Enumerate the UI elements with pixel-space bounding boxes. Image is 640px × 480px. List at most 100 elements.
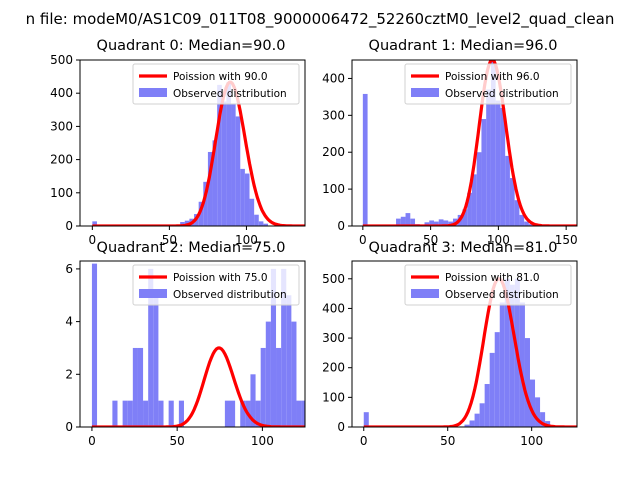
- histogram-bar: [471, 174, 477, 226]
- y-tick-label: 200: [322, 145, 345, 159]
- histogram-bar: [505, 155, 510, 226]
- histogram-bar: [296, 400, 302, 427]
- histogram-bar: [462, 209, 468, 226]
- histogram-bar: [231, 103, 236, 226]
- histogram-bar: [122, 400, 128, 427]
- histogram-bar: [276, 347, 282, 427]
- y-tick-label: 0: [337, 420, 345, 434]
- y-tick-label: 0: [337, 219, 345, 233]
- histogram-bar: [469, 420, 475, 427]
- histogram-bar: [180, 222, 185, 226]
- legend-label: Poission with 96.0: [445, 71, 540, 83]
- histogram-bar: [489, 352, 495, 427]
- panel-quadrant-0: Quadrant 0: Median=90.0 0 50 100 0 100 200 300…: [50, 38, 306, 247]
- x-tick-label: 100: [520, 434, 543, 448]
- axes-frame: [351, 59, 578, 227]
- plot-area: [362, 60, 577, 226]
- axes-frame: [351, 260, 578, 428]
- y-tick-label: 100: [322, 182, 345, 196]
- histogram-bar: [112, 400, 118, 427]
- histogram-bar: [494, 332, 500, 427]
- histogram-bar: [143, 400, 149, 427]
- y-tick-label: 4: [65, 315, 73, 329]
- legend-label: Observed distribution: [173, 289, 287, 301]
- histogram-bar: [524, 221, 529, 226]
- legend-box: [404, 63, 572, 105]
- legend: Poission with 90.0 Observed distribution: [132, 63, 300, 105]
- histogram-bar: [535, 397, 541, 427]
- y-tick-label: 500: [322, 272, 345, 286]
- y-tick-label: 200: [50, 153, 73, 167]
- histogram-bar: [254, 214, 259, 226]
- x-tick-label: 100: [487, 233, 510, 247]
- axes-frame: [79, 59, 306, 227]
- histogram-bar: [519, 214, 525, 226]
- legend-patch-swatch: [139, 289, 167, 298]
- histogram-bar: [217, 84, 222, 226]
- histogram-bar: [509, 284, 515, 427]
- x-tick-label: 100: [235, 233, 258, 247]
- histogram-bar: [255, 400, 261, 427]
- poisson-curve: [363, 277, 577, 427]
- histogram-bar: [203, 181, 208, 226]
- histogram-bar: [410, 218, 416, 226]
- y-tick-label: 0: [65, 219, 73, 233]
- x-tick-label: 50: [170, 434, 185, 448]
- histogram-bar: [148, 268, 154, 427]
- y-tick-label: 200: [322, 361, 345, 375]
- histogram-bar: [212, 140, 218, 226]
- panel-quadrant-3: Quadrant 3: Median=81.0 0 50 100 0 100 200 300…: [322, 240, 578, 448]
- histogram-bar: [291, 321, 297, 427]
- legend-box: [132, 63, 300, 105]
- legend-label: Observed distribution: [445, 88, 559, 100]
- histogram-bar: [429, 220, 435, 226]
- panel-title: Quadrant 1: Median=96.0: [369, 38, 558, 54]
- histogram-bar: [178, 400, 184, 427]
- y-tick-label: 6: [65, 262, 73, 276]
- legend-label: Poission with 90.0: [173, 71, 268, 83]
- histogram-bar: [486, 89, 491, 226]
- histogram-bar: [514, 200, 520, 226]
- histogram-bar: [495, 100, 501, 226]
- x-tick-label: 0: [88, 434, 96, 448]
- histogram-bar: [443, 220, 449, 226]
- histogram-bar: [270, 268, 277, 427]
- poisson-curve: [92, 80, 305, 226]
- histogram-bar: [92, 221, 97, 226]
- y-tick-label: 300: [322, 331, 345, 345]
- plot-area: [91, 263, 332, 427]
- panel-quadrant-2: Quadrant 2: Median=75.0 0 50 100 0 2 4 6 Poissi…: [65, 240, 332, 448]
- histogram-bar: [244, 173, 250, 226]
- x-tick-label: 150: [555, 233, 578, 247]
- y-tick-label: 400: [322, 71, 345, 85]
- histogram-bar: [327, 401, 332, 427]
- legend-patch-swatch: [139, 88, 167, 97]
- histogram-bar: [400, 216, 406, 226]
- histogram-bar: [504, 278, 510, 427]
- x-tick-label: 0: [89, 233, 97, 247]
- histogram-bar: [524, 338, 530, 427]
- legend: Poission with 81.0 Observed distribution: [404, 264, 572, 306]
- histogram-bar: [153, 295, 159, 427]
- y-tick-label: 100: [50, 186, 73, 200]
- y-tick-label: 0: [65, 420, 73, 434]
- legend-patch-swatch: [411, 88, 439, 97]
- legend-label: Poission with 81.0: [445, 272, 540, 284]
- histogram-bar: [479, 403, 485, 427]
- histogram-bar: [363, 412, 369, 427]
- histogram-bar: [127, 400, 133, 427]
- histogram-bar: [474, 413, 480, 427]
- histogram-bar: [224, 400, 230, 427]
- histogram-bar: [405, 213, 411, 226]
- legend: Poission with 96.0 Observed distribution: [404, 63, 572, 105]
- histogram-bar: [490, 60, 496, 226]
- y-tick-label: 300: [50, 119, 73, 133]
- panel-quadrant-1: Quadrant 1: Median=96.0 0 50 100 150 0 100 200…: [322, 38, 578, 247]
- histogram-bar: [250, 374, 256, 427]
- figure-suptitle: n file: modeM0/AS1C09_011T08_9000006472_…: [26, 10, 615, 29]
- histogram-bar: [240, 400, 246, 427]
- histogram-bar: [235, 116, 241, 226]
- y-tick-label: 400: [322, 301, 345, 315]
- histogram-bar: [168, 400, 174, 427]
